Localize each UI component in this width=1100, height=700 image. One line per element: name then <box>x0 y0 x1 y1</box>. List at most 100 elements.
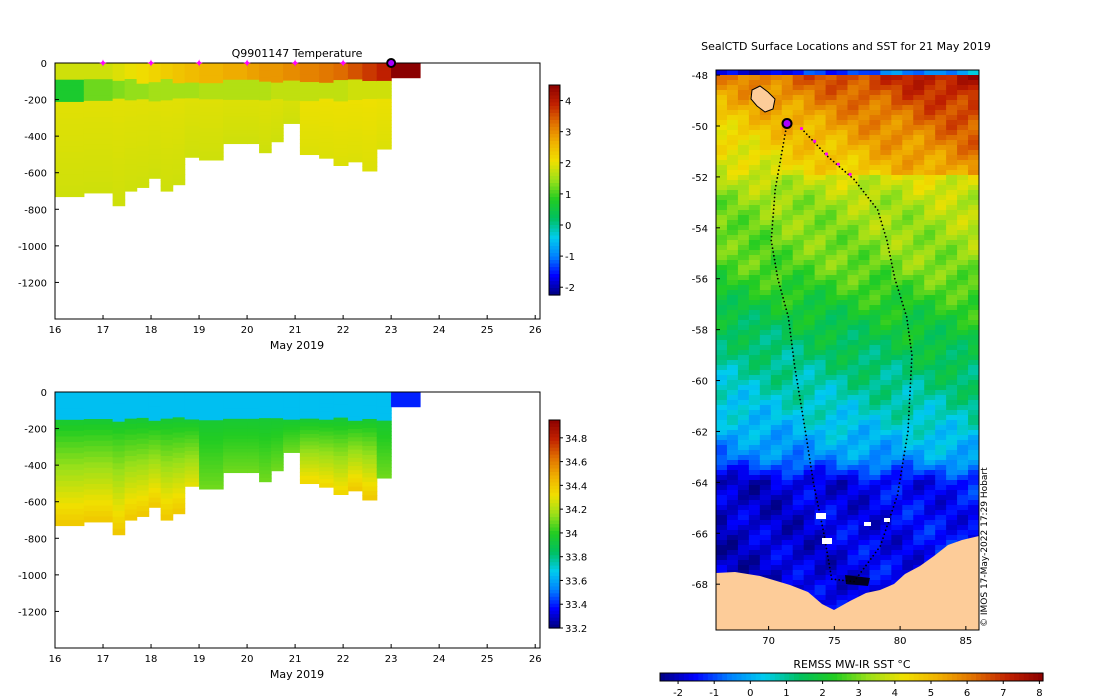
track-dot <box>799 402 802 405</box>
sst-cell <box>902 515 914 521</box>
salinity-cell <box>347 416 363 422</box>
sst-cell <box>825 305 838 311</box>
sst-cell <box>814 320 827 326</box>
colorbar-segment <box>1038 673 1044 681</box>
temperature-cell <box>199 123 224 129</box>
colorbar-tick-label: 4 <box>892 688 898 699</box>
sst-cell <box>946 135 958 141</box>
temperature-cell <box>223 96 248 101</box>
sst-cell <box>726 390 739 396</box>
sst-cell <box>825 330 838 336</box>
track-dot <box>897 490 900 493</box>
colorbar-segment <box>549 204 560 209</box>
salinity-cell <box>223 435 248 440</box>
sst-cell <box>716 200 728 206</box>
sst-cell <box>770 430 783 436</box>
salinity-cell <box>124 413 138 420</box>
track-dot <box>853 580 855 583</box>
track-dot <box>809 461 812 464</box>
temperature-cell <box>223 103 248 108</box>
sst-cell <box>792 280 805 286</box>
salinity-cell <box>112 421 126 429</box>
sst-cell <box>825 345 838 351</box>
temperature-cell <box>259 119 272 124</box>
sst-cell <box>759 325 772 331</box>
sst-cell <box>781 170 794 176</box>
temperature-cell <box>333 109 349 115</box>
sst-cell <box>748 520 761 526</box>
temperature-cell <box>55 68 85 75</box>
sst-cell <box>924 405 936 411</box>
sst-cell <box>836 165 849 171</box>
salinity-cell <box>391 398 421 400</box>
salinity-cell <box>362 396 378 402</box>
sst-cell <box>913 95 925 101</box>
sst-cell <box>968 200 979 206</box>
sst-cell <box>957 330 969 336</box>
sst-cell <box>891 110 903 116</box>
temperature-cell <box>136 145 150 152</box>
salinity-cell <box>362 392 378 398</box>
sst-cell <box>737 300 750 306</box>
sst-cell <box>902 440 914 446</box>
sst-cell <box>716 115 728 121</box>
sst-cell <box>737 480 750 486</box>
sst-cell <box>891 195 903 201</box>
sst-cell <box>891 380 903 386</box>
sst-cell <box>759 320 772 326</box>
colorbar-segment <box>966 673 972 681</box>
sst-cell <box>726 345 739 351</box>
sst-cell <box>946 320 958 326</box>
sst-cell <box>792 285 805 291</box>
salinity-cell <box>148 435 162 441</box>
sst-cell <box>825 75 838 81</box>
temperature-cell <box>124 79 138 85</box>
sst-cell <box>924 100 936 106</box>
track-dot <box>867 196 870 199</box>
temperature-cell <box>83 127 114 134</box>
sst-cell <box>726 450 739 456</box>
colorbar-segment <box>549 218 560 223</box>
temperature-cell <box>259 77 272 83</box>
sst-cell <box>924 125 936 131</box>
sst-cell <box>913 205 925 211</box>
sst-cell <box>946 335 958 341</box>
sst-cell <box>968 160 979 166</box>
sst-cell <box>968 375 979 381</box>
track-dot <box>796 382 799 385</box>
sst-cell <box>858 205 871 211</box>
sst-cell <box>902 240 914 246</box>
sst-cell <box>869 475 881 481</box>
sst-cell <box>814 425 827 431</box>
sst-cell <box>770 470 783 476</box>
temperature-cell <box>283 88 301 92</box>
track-dot <box>906 319 909 322</box>
sst-cell <box>924 260 936 266</box>
sst-cell <box>803 590 816 596</box>
sst-cell <box>716 375 728 381</box>
sst-cell <box>770 535 783 541</box>
salinity-cell <box>223 422 248 427</box>
colorbar-segment <box>856 673 862 681</box>
sst-cell <box>869 85 881 91</box>
sst-cell <box>825 165 838 171</box>
sst-cell <box>792 455 805 461</box>
sst-cell <box>869 540 881 546</box>
track-dot <box>828 566 831 569</box>
track-dot <box>817 504 820 507</box>
salinity-cell <box>376 460 392 465</box>
salinity-cell <box>271 401 284 406</box>
sst-cell <box>902 150 914 156</box>
salinity-cell <box>271 454 284 459</box>
sst-cell <box>858 570 871 576</box>
sst-cell <box>803 315 816 321</box>
temperature-cell <box>199 143 224 149</box>
sst-cell <box>770 200 783 206</box>
sst-cell <box>968 355 979 361</box>
sst-cell <box>935 130 947 136</box>
sst-cell <box>880 470 892 476</box>
temperature-cell <box>160 116 174 123</box>
track-dot <box>770 239 773 242</box>
sst-cell <box>858 170 871 176</box>
sst-cell <box>957 175 969 181</box>
